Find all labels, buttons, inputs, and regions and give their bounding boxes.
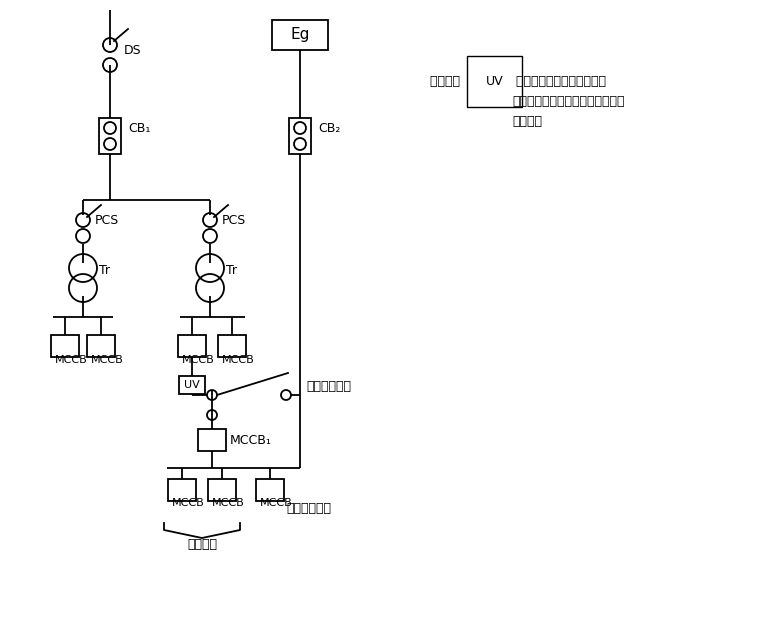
Text: Tr: Tr xyxy=(99,264,110,278)
Text: MCCB: MCCB xyxy=(91,355,123,365)
Text: Tr: Tr xyxy=(226,264,237,278)
Bar xyxy=(198,429,226,451)
Bar xyxy=(99,118,121,154)
Text: MCCB: MCCB xyxy=(172,498,205,508)
Bar xyxy=(178,335,206,357)
Bar xyxy=(87,335,115,357)
Text: Eg: Eg xyxy=(290,28,310,43)
Bar xyxy=(179,376,205,394)
Text: MCCB: MCCB xyxy=(212,498,244,508)
Bar xyxy=(208,479,236,501)
Bar xyxy=(272,20,328,50)
Bar xyxy=(51,335,79,357)
Text: MCCB: MCCB xyxy=(260,498,293,508)
Bar xyxy=(289,118,311,154)
Text: MCCB₁: MCCB₁ xyxy=(230,434,272,446)
Text: 一般負荷: 一般負荷 xyxy=(187,539,217,551)
Text: UV: UV xyxy=(184,380,200,390)
Text: CB₂: CB₂ xyxy=(318,121,341,134)
Bar xyxy=(218,335,246,357)
Text: MCCB: MCCB xyxy=(182,355,215,365)
Text: DS: DS xyxy=(124,44,142,56)
Text: MCCB: MCCB xyxy=(222,355,255,365)
Bar xyxy=(168,479,196,501)
Text: 消防用設備等: 消防用設備等 xyxy=(286,501,331,514)
Bar xyxy=(256,479,284,501)
Text: 自動切替装置: 自動切替装置 xyxy=(306,381,351,394)
Text: は、自動切替装置の一次側
より変圧器の二次側までの間に設
けること: は、自動切替装置の一次側 より変圧器の二次側までの間に設 けること xyxy=(512,75,625,128)
Text: （注）１: （注）１ xyxy=(430,75,468,88)
Text: PCS: PCS xyxy=(95,214,120,226)
Text: MCCB: MCCB xyxy=(55,355,88,365)
Text: PCS: PCS xyxy=(222,214,246,226)
Text: UV: UV xyxy=(486,75,504,88)
Text: CB₁: CB₁ xyxy=(128,121,151,134)
